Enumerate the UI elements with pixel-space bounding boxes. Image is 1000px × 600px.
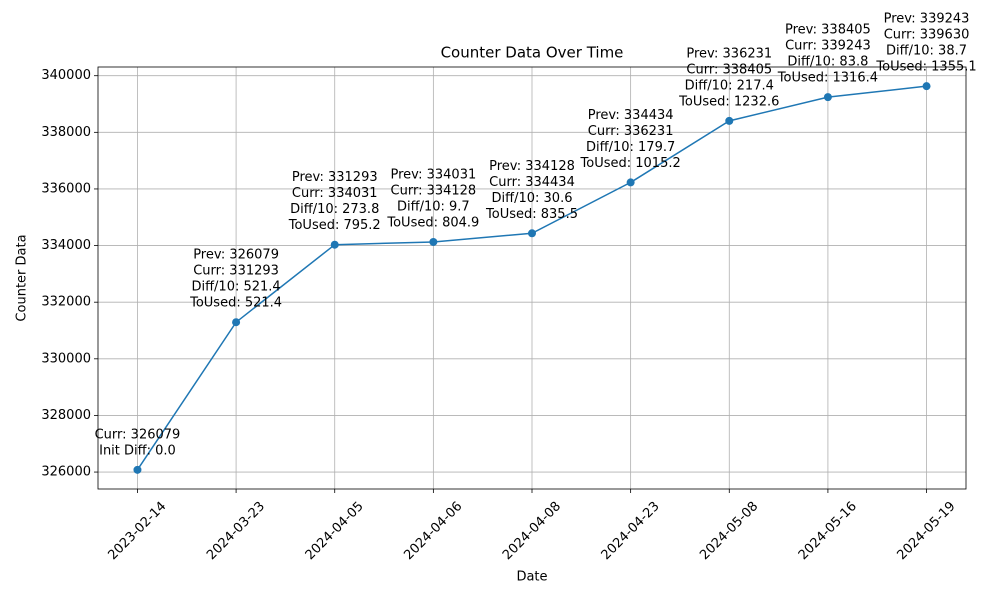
y-axis-label: Counter Data — [15, 234, 30, 321]
annotation: Diff/10: 38.7 — [886, 44, 967, 59]
annotation: Curr: 334031 — [292, 186, 378, 201]
y-tick-label: 334000 — [41, 238, 91, 253]
annotation: ToUsed: 1015.2 — [580, 156, 681, 171]
annotation: Prev: 334434 — [588, 108, 674, 123]
annotation: Diff/10: 83.8 — [787, 55, 868, 70]
annotation: Prev: 334031 — [390, 167, 476, 182]
plot-frame — [97, 66, 967, 490]
y-tick-label: 340000 — [41, 68, 91, 83]
annotation: Prev: 339243 — [884, 12, 970, 27]
annotation: ToUsed: 1355.1 — [875, 60, 976, 75]
annotation: ToUsed: 804.9 — [386, 215, 479, 230]
annotation: Prev: 338405 — [785, 23, 871, 38]
annotation: ToUsed: 521.4 — [189, 296, 282, 311]
annotation: Diff/10: 273.8 — [290, 202, 379, 217]
data-point — [330, 240, 339, 249]
data-point — [823, 93, 832, 102]
annotation: Diff/10: 30.6 — [492, 191, 573, 206]
y-tick-label: 336000 — [41, 181, 91, 196]
y-tick-label: 330000 — [41, 351, 91, 366]
annotation: Curr: 331293 — [193, 264, 279, 279]
data-point — [429, 237, 438, 246]
annotation: Diff/10: 217.4 — [685, 78, 774, 93]
annotation: Prev: 331293 — [292, 170, 378, 185]
annotation: ToUsed: 1232.6 — [678, 94, 779, 109]
annotation: Curr: 326079 — [95, 427, 181, 442]
annotation: Init Diff: 0.0 — [99, 443, 176, 458]
data-point — [133, 465, 142, 474]
annotation: ToUsed: 795.2 — [288, 218, 381, 233]
annotation: Diff/10: 9.7 — [397, 199, 470, 214]
annotation: Diff/10: 179.7 — [586, 140, 675, 155]
annotation: Curr: 338405 — [686, 62, 772, 77]
x-axis-label: Date — [516, 570, 547, 585]
annotation: Curr: 339243 — [785, 39, 871, 54]
annotation: Prev: 326079 — [193, 248, 279, 263]
annotation: ToUsed: 1316.4 — [777, 71, 878, 86]
annotation: Curr: 334434 — [489, 175, 575, 190]
data-point — [922, 82, 931, 91]
y-tick-label: 338000 — [41, 125, 91, 140]
y-tick-label: 328000 — [41, 408, 91, 423]
annotation: Curr: 336231 — [588, 124, 674, 139]
data-point — [725, 116, 734, 125]
annotation: Prev: 336231 — [686, 46, 772, 61]
y-tick-label: 326000 — [41, 465, 91, 480]
annotation: Curr: 339630 — [884, 28, 970, 43]
data-point — [626, 178, 635, 187]
annotation: Diff/10: 521.4 — [191, 280, 280, 295]
chart-title: Counter Data Over Time — [441, 44, 624, 62]
data-point — [528, 229, 536, 238]
y-tick-label: 332000 — [41, 295, 91, 310]
annotation: Curr: 334128 — [391, 183, 477, 198]
annotation: Prev: 334128 — [489, 159, 575, 174]
annotation: ToUsed: 835.5 — [485, 207, 578, 222]
data-point — [232, 318, 241, 327]
